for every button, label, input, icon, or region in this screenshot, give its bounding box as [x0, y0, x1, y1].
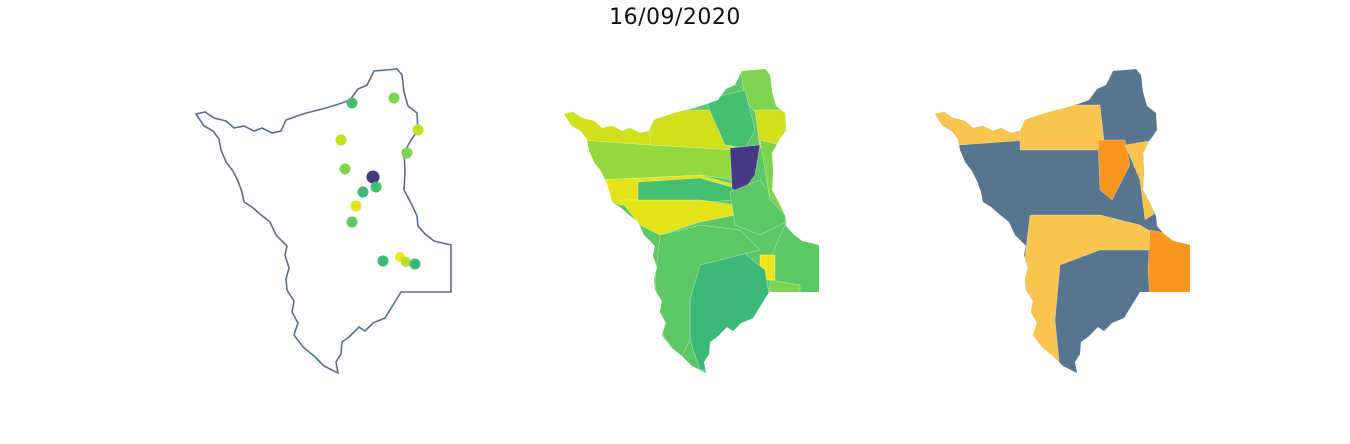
point-map-panel — [195, 68, 452, 374]
station-point[interactable] — [370, 181, 382, 193]
station-point[interactable] — [350, 200, 362, 212]
station-point[interactable] — [412, 124, 424, 136]
region-east-central[interactable] — [729, 179, 791, 236]
station-point[interactable] — [339, 163, 351, 175]
region-southwest-band[interactable] — [619, 199, 736, 236]
station-point[interactable] — [401, 257, 411, 267]
station-point[interactable] — [357, 186, 369, 198]
region-outline — [195, 68, 452, 374]
region-north-strip[interactable] — [704, 89, 756, 149]
station-point[interactable] — [388, 92, 400, 104]
station-point[interactable] — [377, 255, 389, 267]
station-point[interactable] — [335, 134, 347, 146]
station-point[interactable] — [409, 258, 421, 270]
choropleth-viridis-panel — [564, 69, 819, 373]
region-northwest[interactable] — [925, 99, 1031, 146]
station-point[interactable] — [346, 97, 358, 109]
station-point[interactable] — [401, 147, 413, 159]
choropleth-categorical-panel — [925, 69, 1200, 373]
region-south[interactable] — [689, 249, 771, 371]
region-orange-southeast[interactable] — [1147, 229, 1200, 301]
station-points — [335, 92, 424, 270]
region-north-central[interactable] — [1019, 104, 1106, 151]
figure-title: 16/09/2020 — [609, 5, 741, 30]
station-point[interactable] — [346, 216, 358, 228]
region-orange-north[interactable] — [1097, 139, 1131, 201]
station-point[interactable] — [366, 170, 380, 184]
sub-regions — [564, 69, 819, 371]
